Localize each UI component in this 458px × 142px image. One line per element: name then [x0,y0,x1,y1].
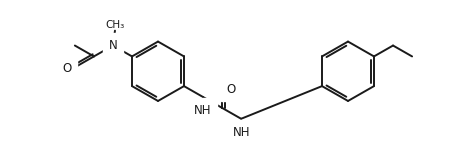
Text: N: N [109,39,117,52]
Text: NH: NH [194,104,212,117]
Text: O: O [226,83,235,96]
Text: NH: NH [232,126,250,139]
Text: CH₃: CH₃ [105,20,125,30]
Text: O: O [63,62,72,75]
